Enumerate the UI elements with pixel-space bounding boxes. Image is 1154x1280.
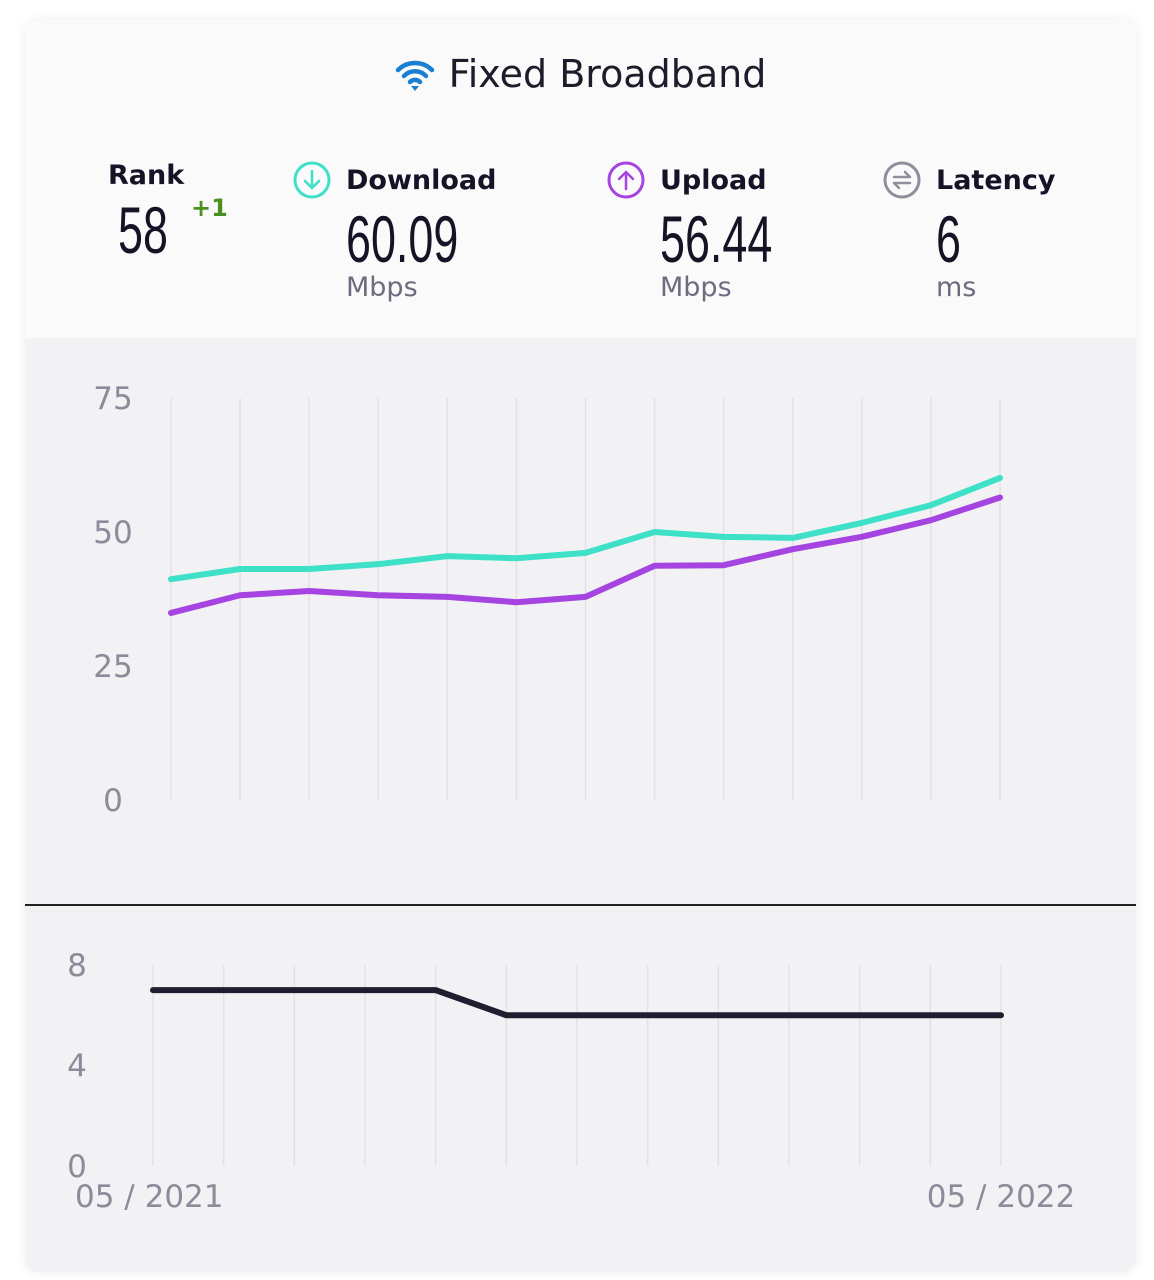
rank-value: 58	[118, 193, 168, 267]
latency-circle-icon	[883, 161, 921, 199]
download-unit: Mbps	[346, 272, 418, 303]
metric-download: Download 60.09 Mbps	[292, 160, 511, 303]
latency-unit: ms	[936, 272, 977, 303]
upload-label: Upload	[660, 164, 767, 196]
y-tick-label: 75	[93, 381, 132, 417]
y-tick-label: 25	[93, 649, 132, 685]
download-line	[168, 474, 1003, 583]
card-title: Fixed Broadband	[25, 52, 1136, 96]
download-value: 60.09	[346, 202, 459, 276]
arrow-down-circle-icon	[293, 161, 331, 199]
chart-divider	[25, 904, 1136, 906]
y-tick-label: 4	[67, 1049, 87, 1085]
metric-rank: Rank 58	[108, 160, 191, 263]
upload-value: 56.44	[660, 202, 773, 276]
card-header: Fixed Broadband Rank 58 +1 Download 60.0…	[25, 20, 1136, 338]
y-tick-label: 50	[93, 515, 132, 551]
download-label: Download	[346, 164, 497, 196]
upload-line	[168, 494, 1003, 616]
title-text: Fixed Broadband	[448, 52, 767, 96]
y-tick-label: 0	[67, 1149, 87, 1185]
x-tick-label: 05 / 2021	[75, 1179, 224, 1215]
metric-upload: Upload 56.44 Mbps	[606, 160, 825, 303]
fixed-broadband-card: Fixed Broadband Rank 58 +1 Download 60.0…	[25, 20, 1136, 1272]
metric-latency: Latency 6 ms	[882, 160, 1055, 303]
charts-svg: 0 25 50 75 0 4 8 05 / 2021 05 / 2022	[67, 381, 1076, 1215]
x-tick-label: 05 / 2022	[927, 1179, 1076, 1215]
rank-label: Rank	[108, 160, 185, 191]
rank-change: +1	[191, 194, 228, 222]
latency-line	[150, 987, 1004, 1019]
y-tick-label: 0	[103, 783, 123, 819]
wifi-icon	[395, 60, 434, 91]
upload-unit: Mbps	[660, 272, 732, 303]
latency-label: Latency	[936, 164, 1056, 196]
y-tick-label: 8	[67, 948, 87, 984]
arrow-up-circle-icon	[607, 161, 645, 199]
latency-value: 6	[936, 202, 961, 276]
